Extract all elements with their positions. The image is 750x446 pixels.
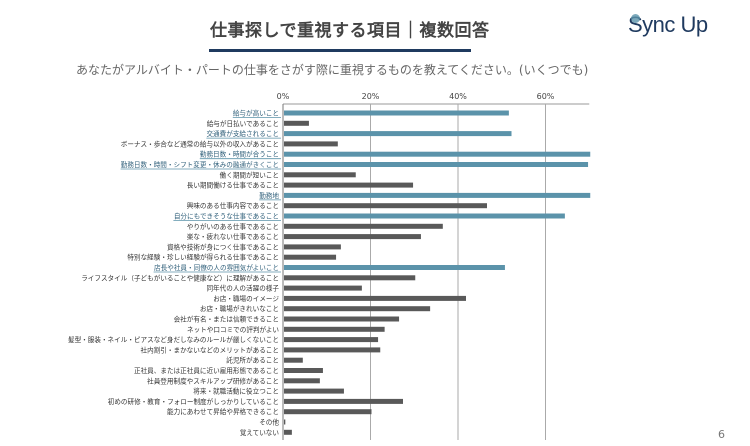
title-underline	[209, 49, 471, 52]
bar	[284, 409, 372, 415]
bar	[284, 419, 286, 425]
bar	[284, 254, 337, 260]
category-label: ボーナス・歩合など通常の給与以外の収入があること	[121, 139, 279, 148]
category-label: ライフスタイル（子どもがいることや健康など）に理解があること	[81, 273, 279, 282]
bar	[284, 337, 379, 343]
category-label: 初めの研修・教育・フォロー制度がしっかりしていること	[108, 397, 279, 406]
category-label: 能力にあわせて昇給や昇格できること	[167, 407, 279, 416]
x-tick-label: 40%	[449, 92, 467, 101]
bar	[284, 162, 589, 167]
bar	[284, 151, 591, 157]
page-title: 仕事探しで重視する項目｜複数回答	[210, 21, 490, 41]
x-tick-label: 60%	[537, 92, 555, 101]
category-label: 給与が高いこと	[233, 109, 279, 118]
bar	[284, 368, 323, 373]
category-label: 働く期間が短いこと	[220, 170, 279, 179]
bar	[284, 316, 400, 322]
category-label: 給与が日払いであること	[207, 119, 279, 128]
bar	[284, 120, 309, 126]
bar	[284, 213, 565, 219]
bar	[284, 357, 303, 363]
category-label: 髪型・服装・ネイル・ピアスなど身だしなみのルールが厳しくないこと	[68, 335, 279, 344]
category-label: 社内割引・まかないなどのメリットがあること	[141, 345, 279, 354]
bar	[284, 285, 362, 291]
page-number: 6	[718, 428, 725, 441]
x-tick-label: 0%	[277, 92, 290, 101]
category-label: 資格や技術が身につく仕事であること	[167, 242, 279, 251]
x-tick-label: 20%	[362, 92, 380, 101]
bar	[284, 429, 292, 435]
bar	[284, 295, 466, 301]
category-label: 交通費が支給されること	[206, 129, 279, 138]
logo-dot-icon	[631, 14, 640, 23]
category-label: 自分にもできそうな仕事であること	[174, 212, 279, 221]
bar	[284, 223, 443, 229]
category-label: 興味のある仕事内容であること	[187, 201, 279, 210]
bar	[284, 192, 591, 198]
category-label: 将来・就職活動に役立つこと	[193, 387, 279, 396]
category-label: 託児所があること	[226, 356, 279, 365]
logo-text: Sync Up	[628, 12, 708, 37]
bar	[284, 172, 356, 178]
category-label: お店・職場がきれいなこと	[200, 304, 279, 313]
bar	[284, 203, 487, 209]
category-label: 勤務地	[259, 191, 279, 200]
bar	[284, 182, 414, 188]
category-label: 長い期間働ける仕事であること	[187, 181, 279, 190]
category-label: 店長や社員・同僚の人の雰囲気がよいこと	[154, 263, 279, 272]
category-label: 正社員、または正社員に近い雇用形態であること	[134, 366, 279, 375]
category-label: 勤務日数・時間が合うこと	[200, 150, 279, 159]
category-label: その他	[259, 418, 279, 427]
category-label: 勤務日数・時間・シフト変更・休みの融通がきくこと	[121, 160, 279, 169]
category-label: 覚えていない	[240, 428, 280, 437]
category-label: 楽な・疲れない仕事であること	[187, 232, 279, 241]
bar	[284, 141, 338, 147]
bar	[284, 378, 320, 384]
question-text: あなたがアルバイト・パートの仕事をさがす際に重視するものを教えてください。(いく…	[76, 63, 589, 77]
category-label: 会社が有名・または信頼できること	[174, 315, 279, 324]
bar	[284, 275, 416, 281]
bar	[284, 306, 431, 312]
category-label: やりがいのある仕事であること	[187, 222, 279, 231]
bar	[284, 347, 381, 353]
bar	[284, 388, 344, 394]
bar	[284, 244, 341, 250]
bar	[284, 326, 385, 332]
category-label: 特別な経験・珍しい経験が得られる仕事であること	[127, 253, 279, 262]
bar	[284, 265, 505, 270]
category-label: お店・職場のイメージ	[213, 294, 279, 303]
bar	[284, 110, 509, 116]
bar	[284, 398, 403, 404]
bar	[284, 234, 421, 240]
category-label: 社員登用制度やスキルアップ研修があること	[147, 376, 279, 385]
category-label: ネットや口コミでの評判がよい	[187, 325, 279, 334]
sync-up-logo: Sync Up	[628, 12, 708, 38]
bar	[284, 131, 512, 137]
category-label: 同年代の人の活躍の様子	[206, 284, 279, 293]
